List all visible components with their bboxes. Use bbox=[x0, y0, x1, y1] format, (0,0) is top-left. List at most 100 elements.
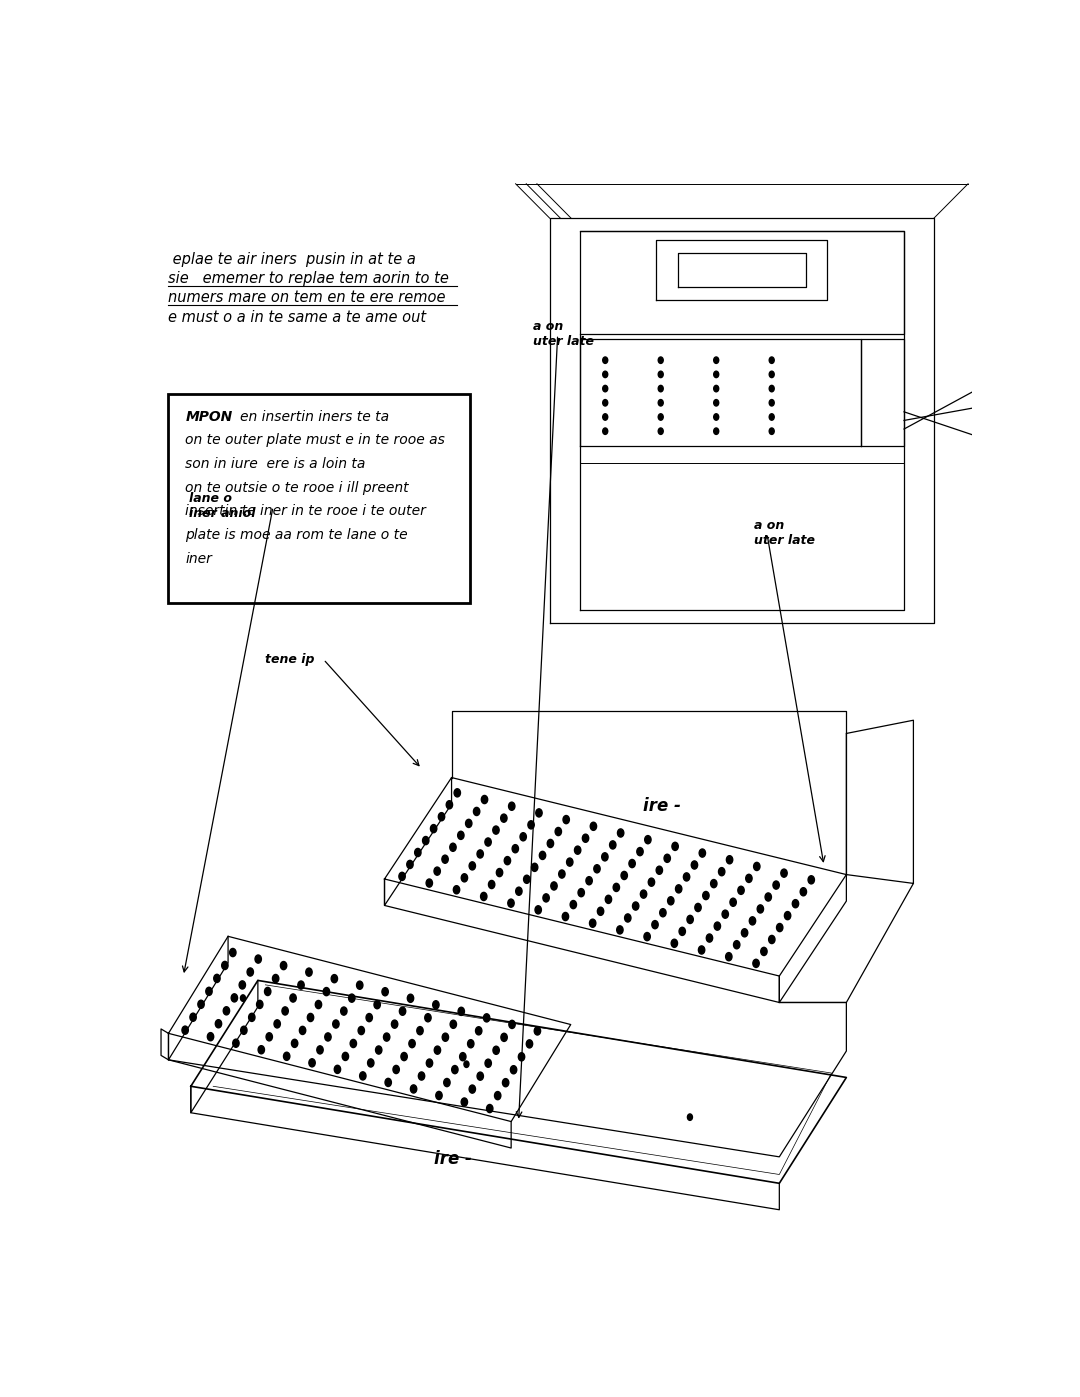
Circle shape bbox=[602, 852, 608, 861]
Circle shape bbox=[714, 372, 718, 377]
Circle shape bbox=[340, 1007, 347, 1016]
Circle shape bbox=[603, 414, 608, 420]
Circle shape bbox=[633, 902, 639, 909]
Circle shape bbox=[241, 1027, 247, 1034]
Circle shape bbox=[727, 856, 732, 863]
Circle shape bbox=[578, 888, 584, 897]
Circle shape bbox=[427, 879, 432, 887]
Circle shape bbox=[424, 1014, 431, 1021]
Circle shape bbox=[497, 869, 502, 877]
Circle shape bbox=[349, 995, 355, 1002]
Circle shape bbox=[760, 947, 767, 956]
Circle shape bbox=[586, 877, 592, 884]
Circle shape bbox=[526, 1039, 532, 1048]
Circle shape bbox=[699, 849, 705, 858]
Circle shape bbox=[605, 895, 611, 904]
Circle shape bbox=[257, 1000, 262, 1009]
Circle shape bbox=[645, 835, 651, 844]
Circle shape bbox=[433, 1000, 440, 1009]
Circle shape bbox=[738, 886, 744, 894]
Text: ire -: ire - bbox=[434, 1150, 472, 1168]
Circle shape bbox=[769, 372, 774, 377]
Circle shape bbox=[637, 848, 644, 856]
Text: iner: iner bbox=[186, 552, 212, 566]
Circle shape bbox=[672, 842, 678, 851]
Circle shape bbox=[444, 1078, 450, 1087]
Circle shape bbox=[539, 851, 545, 859]
Circle shape bbox=[335, 1066, 340, 1073]
Circle shape bbox=[407, 861, 414, 869]
Circle shape bbox=[400, 1007, 406, 1016]
Circle shape bbox=[485, 1059, 491, 1067]
Circle shape bbox=[660, 908, 666, 916]
Circle shape bbox=[449, 844, 456, 851]
Circle shape bbox=[333, 1020, 339, 1028]
Circle shape bbox=[190, 1013, 197, 1021]
Circle shape bbox=[283, 1052, 289, 1060]
Circle shape bbox=[793, 900, 798, 908]
Circle shape bbox=[376, 1046, 382, 1055]
Circle shape bbox=[501, 1034, 508, 1041]
Circle shape bbox=[460, 1052, 465, 1060]
Circle shape bbox=[509, 802, 515, 810]
Circle shape bbox=[465, 819, 472, 827]
Circle shape bbox=[342, 1052, 349, 1060]
Circle shape bbox=[714, 427, 718, 434]
Circle shape bbox=[292, 1039, 298, 1048]
Circle shape bbox=[781, 869, 787, 877]
Circle shape bbox=[773, 882, 780, 888]
Circle shape bbox=[306, 968, 312, 977]
Circle shape bbox=[618, 828, 624, 837]
Circle shape bbox=[714, 414, 718, 420]
Circle shape bbox=[658, 386, 663, 391]
Circle shape bbox=[563, 816, 569, 824]
Circle shape bbox=[410, 1085, 417, 1092]
Circle shape bbox=[272, 975, 279, 982]
Circle shape bbox=[473, 807, 480, 816]
Circle shape bbox=[711, 880, 717, 887]
Circle shape bbox=[383, 1032, 390, 1041]
Circle shape bbox=[684, 873, 690, 882]
Circle shape bbox=[308, 1013, 313, 1021]
Circle shape bbox=[757, 905, 764, 914]
Circle shape bbox=[769, 414, 774, 420]
Circle shape bbox=[658, 372, 663, 377]
Circle shape bbox=[481, 893, 487, 901]
Circle shape bbox=[750, 916, 756, 925]
Circle shape bbox=[501, 814, 507, 823]
Circle shape bbox=[733, 940, 740, 949]
Circle shape bbox=[502, 1078, 509, 1087]
Circle shape bbox=[468, 1039, 474, 1048]
Circle shape bbox=[469, 862, 475, 870]
Circle shape bbox=[215, 1020, 221, 1028]
Circle shape bbox=[451, 1066, 458, 1074]
Text: son in iure  ere is a loin ta: son in iure ere is a loin ta bbox=[186, 457, 366, 471]
Circle shape bbox=[230, 949, 237, 957]
Text: e must o a in te same a te ame out: e must o a in te same a te ame out bbox=[168, 310, 427, 324]
Circle shape bbox=[436, 1091, 442, 1099]
Circle shape bbox=[603, 400, 608, 407]
Circle shape bbox=[603, 386, 608, 391]
Circle shape bbox=[706, 935, 713, 942]
Circle shape bbox=[511, 1066, 516, 1074]
Circle shape bbox=[224, 1007, 230, 1014]
Circle shape bbox=[555, 827, 562, 835]
Circle shape bbox=[714, 922, 720, 930]
Circle shape bbox=[282, 1007, 288, 1016]
Circle shape bbox=[512, 845, 518, 852]
Circle shape bbox=[464, 1060, 469, 1067]
Circle shape bbox=[374, 1000, 380, 1009]
Circle shape bbox=[535, 1027, 541, 1035]
Circle shape bbox=[777, 923, 783, 932]
Circle shape bbox=[495, 1091, 501, 1099]
Circle shape bbox=[613, 883, 620, 891]
Circle shape bbox=[658, 358, 663, 363]
Circle shape bbox=[508, 900, 514, 907]
Circle shape bbox=[417, 1027, 423, 1035]
Circle shape bbox=[609, 841, 616, 849]
Circle shape bbox=[688, 1113, 692, 1120]
Circle shape bbox=[594, 865, 600, 873]
Circle shape bbox=[570, 901, 577, 908]
Text: eplae te air iners  pusin in at te a: eplae te air iners pusin in at te a bbox=[168, 251, 417, 267]
Text: a on
uter late: a on uter late bbox=[754, 520, 815, 548]
